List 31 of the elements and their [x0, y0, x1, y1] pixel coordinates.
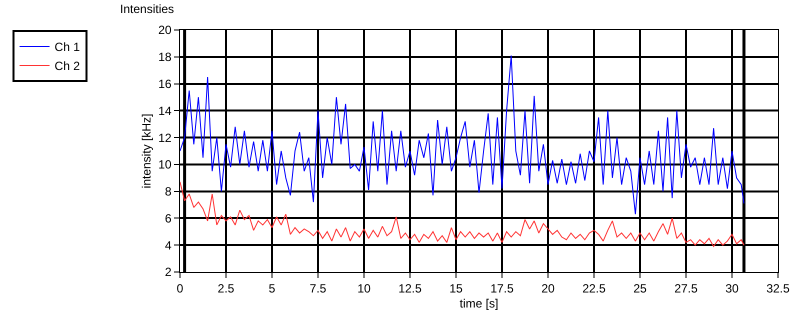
- y-tick-label: 16: [158, 76, 172, 91]
- y-tick-label: 20: [158, 23, 172, 38]
- y-tick-label: 4: [164, 238, 172, 252]
- x-tick-label: 12.5: [398, 281, 422, 296]
- chart-title: Intensities: [120, 2, 174, 16]
- line-series: [180, 181, 744, 247]
- x-axis-title: time [s]: [460, 296, 498, 310]
- x-tick-label: 20: [541, 281, 555, 296]
- x-tick-label: 10: [357, 281, 371, 296]
- x-tick-label: 7.5: [310, 281, 327, 296]
- x-tick-label: 0: [176, 281, 184, 296]
- x-tick-label: 15: [449, 281, 463, 296]
- x-tick-label: 2.5: [218, 281, 235, 296]
- y-tick-label: 8: [164, 184, 172, 199]
- legend-label: Ch 2: [54, 59, 80, 74]
- x-tick-label: 17.5: [490, 281, 514, 296]
- y-tick-label: 10: [158, 158, 172, 172]
- line-series: [180, 55, 744, 215]
- x-tick-label: 30: [725, 281, 739, 296]
- x-tick-label: 25: [633, 281, 647, 296]
- y-tick-label: 12: [158, 130, 172, 145]
- y-axis-title: intensity [kHz]: [140, 114, 154, 188]
- y-tick-label: 6: [164, 211, 172, 226]
- x-tick-label: 5: [268, 281, 276, 296]
- y-tick-label: 2: [164, 265, 172, 280]
- x-tick-label: 27.5: [674, 281, 698, 296]
- x-tick-label: 22.5: [582, 281, 606, 296]
- y-tick-label: 14: [158, 104, 172, 118]
- y-tick-label: 18: [158, 50, 172, 64]
- x-tick-label: 32.5: [766, 281, 790, 296]
- legend-label: Ch 1: [54, 40, 80, 54]
